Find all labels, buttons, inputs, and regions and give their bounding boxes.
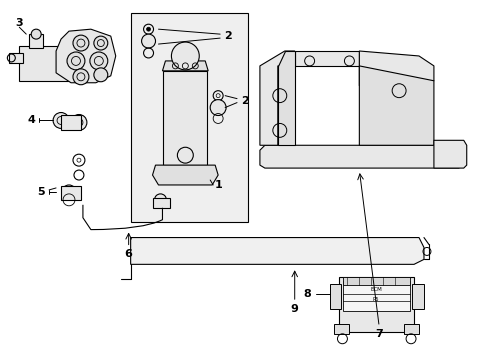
Circle shape bbox=[171, 42, 199, 70]
Text: ECM: ECM bbox=[369, 287, 381, 292]
Text: 8: 8 bbox=[303, 289, 311, 299]
Circle shape bbox=[31, 29, 41, 39]
Bar bbox=[339, 277, 413, 332]
Text: 4: 4 bbox=[27, 116, 35, 126]
Text: 1: 1 bbox=[214, 180, 222, 190]
Bar bbox=[152, 198, 170, 208]
Circle shape bbox=[154, 194, 166, 206]
Text: 7: 7 bbox=[375, 329, 382, 339]
Bar bbox=[61, 186, 81, 200]
Circle shape bbox=[94, 68, 107, 82]
Circle shape bbox=[90, 52, 107, 70]
Text: 2: 2 bbox=[241, 96, 248, 105]
Bar bbox=[343, 277, 409, 285]
Circle shape bbox=[67, 52, 85, 70]
Bar bbox=[411, 284, 423, 309]
Polygon shape bbox=[260, 145, 463, 168]
Polygon shape bbox=[260, 51, 294, 145]
Text: R5: R5 bbox=[372, 297, 379, 302]
Polygon shape bbox=[359, 51, 433, 86]
Bar bbox=[130, 13, 247, 222]
Text: 2: 2 bbox=[224, 31, 231, 41]
Polygon shape bbox=[433, 140, 466, 168]
Text: 9: 9 bbox=[290, 304, 298, 314]
Polygon shape bbox=[152, 165, 218, 185]
Bar bbox=[19, 46, 69, 81]
Text: 3: 3 bbox=[16, 18, 23, 28]
Circle shape bbox=[146, 27, 150, 31]
Text: 5: 5 bbox=[37, 187, 45, 197]
Circle shape bbox=[73, 35, 89, 51]
Polygon shape bbox=[359, 66, 433, 145]
Bar bbox=[343, 281, 409, 311]
Bar bbox=[329, 284, 341, 309]
Circle shape bbox=[62, 185, 76, 199]
Polygon shape bbox=[130, 238, 423, 264]
Bar bbox=[29, 34, 43, 48]
Bar bbox=[403, 324, 418, 334]
Circle shape bbox=[94, 36, 107, 50]
Text: 6: 6 bbox=[124, 249, 132, 260]
Bar bbox=[9, 53, 23, 63]
Bar bbox=[163, 71, 207, 165]
Circle shape bbox=[53, 113, 69, 129]
Polygon shape bbox=[162, 61, 208, 71]
Circle shape bbox=[210, 100, 225, 116]
Circle shape bbox=[73, 69, 89, 85]
Bar bbox=[61, 114, 81, 130]
Circle shape bbox=[71, 114, 87, 130]
Circle shape bbox=[142, 34, 155, 48]
Polygon shape bbox=[294, 51, 359, 66]
Polygon shape bbox=[277, 51, 294, 145]
Bar bbox=[334, 324, 349, 334]
Polygon shape bbox=[56, 29, 116, 83]
